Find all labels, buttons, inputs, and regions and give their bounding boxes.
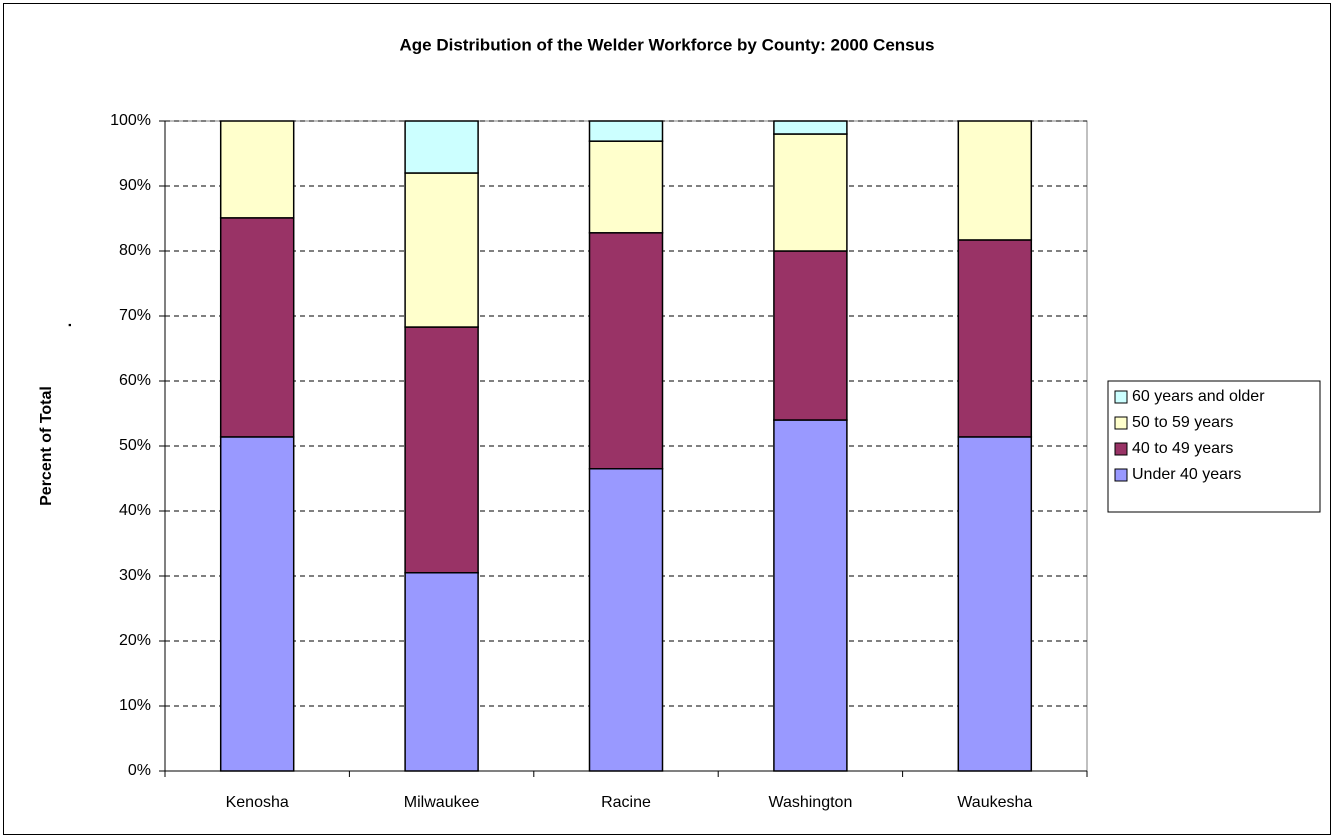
legend-label: Under 40 years <box>1132 466 1241 483</box>
legend-swatch <box>1114 442 1128 456</box>
chart-title: Age Distribution of the Welder Workforce… <box>400 35 935 54</box>
y-tick-label: 60% <box>119 372 151 389</box>
bar-segment <box>219 217 295 438</box>
bar-segment <box>219 436 295 772</box>
legend-swatch <box>1114 416 1128 430</box>
bar-segment <box>588 468 664 772</box>
bar-segment <box>957 120 1033 241</box>
legend-box <box>1107 380 1321 513</box>
bar-segment <box>773 250 848 421</box>
bar-segment <box>404 120 479 174</box>
legend-label: 60 years and older <box>1132 388 1265 405</box>
legend-label: 50 to 59 years <box>1132 414 1233 431</box>
y-axis-label: Percent of Total <box>38 386 55 506</box>
y-tick-label: 70% <box>119 307 151 324</box>
y-tick-label: 10% <box>119 697 151 714</box>
y-tick-label: 100% <box>110 112 151 129</box>
legend-label: 40 to 49 years <box>1132 440 1233 457</box>
y-tick-label: 0% <box>128 762 151 779</box>
bar-segment <box>957 239 1033 438</box>
bar-segment <box>773 133 848 252</box>
bar-segment <box>219 120 295 219</box>
bar-segment <box>404 326 479 574</box>
y-tick-label: 20% <box>119 632 151 649</box>
y-tick-label: 30% <box>119 567 151 584</box>
x-tick-label: Washington <box>768 794 852 811</box>
x-tick-label: Racine <box>601 794 651 811</box>
bar-segment <box>404 572 479 772</box>
x-tick-label: Milwaukee <box>404 794 480 811</box>
bar-segment <box>588 140 664 234</box>
bar-segment <box>404 172 479 328</box>
bar-segment <box>957 436 1033 772</box>
bar-segment <box>588 120 664 142</box>
y-tick-label: 40% <box>119 502 151 519</box>
bar-segment <box>588 232 664 470</box>
x-tick-label: Kenosha <box>226 794 289 811</box>
y-tick-label: 90% <box>119 177 151 194</box>
legend-swatch <box>1114 468 1128 482</box>
legend-swatch <box>1114 390 1128 404</box>
x-tick-label: Waukesha <box>957 794 1032 811</box>
bar-segment <box>773 120 848 135</box>
annotation: . <box>58 323 75 327</box>
y-tick-label: 50% <box>119 437 151 454</box>
bar-segment <box>773 419 848 772</box>
y-tick-label: 80% <box>119 242 151 259</box>
